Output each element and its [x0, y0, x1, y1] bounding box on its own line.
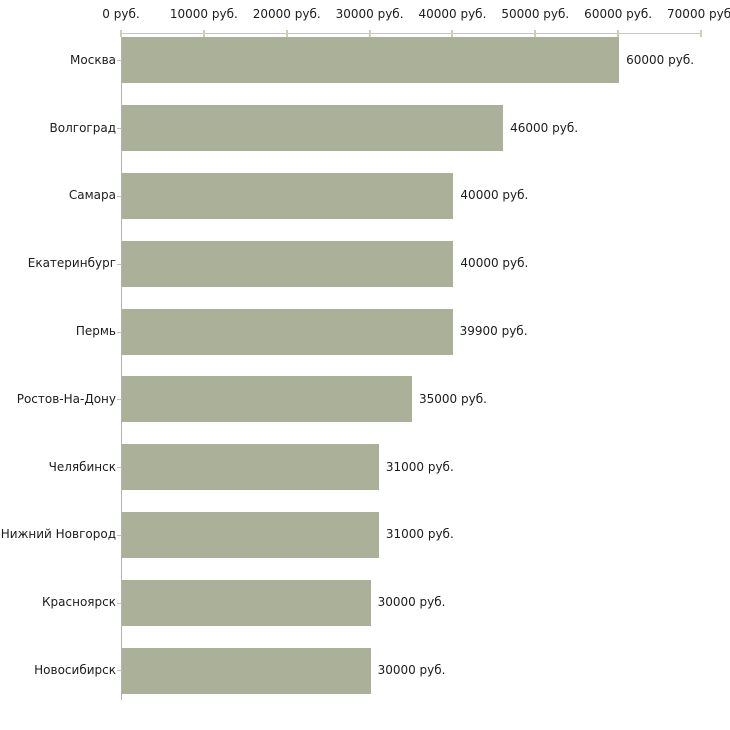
category-label: Волгоград — [49, 120, 116, 135]
value-label: 40000 руб. — [460, 256, 529, 271]
bar — [122, 444, 379, 491]
x-axis-tick-label: 50000 руб. — [501, 7, 570, 21]
x-axis-tick-mark — [617, 30, 620, 37]
category-label: Нижний Новгород — [0, 527, 116, 542]
bar — [122, 240, 454, 287]
bar — [122, 37, 620, 84]
category-tick-mark — [117, 603, 122, 604]
category-label: Новосибирск — [34, 663, 116, 677]
category-tick-mark — [117, 60, 122, 61]
category-tick-mark — [117, 670, 122, 671]
bar — [122, 511, 379, 558]
category-tick-mark — [117, 535, 122, 536]
x-axis-tick-mark — [120, 30, 122, 37]
bar — [122, 647, 371, 694]
category-tick-mark — [117, 467, 122, 468]
bar — [122, 579, 371, 626]
x-axis-tick-mark — [368, 30, 371, 37]
category-tick-mark — [117, 196, 122, 197]
bar — [122, 172, 454, 219]
value-label: 31000 руб. — [385, 459, 454, 474]
value-label: 30000 руб. — [377, 595, 446, 610]
x-axis-tick-mark — [534, 30, 537, 37]
bar — [122, 308, 453, 355]
bar — [122, 376, 412, 423]
x-axis-tick-label: 20000 руб. — [252, 7, 321, 21]
x-axis-tick-mark — [285, 30, 288, 37]
x-axis-tick-mark — [700, 30, 702, 37]
y-axis-line — [121, 33, 122, 700]
category-label: Самара — [68, 188, 116, 203]
category-label: Ростов-На-Дону — [16, 391, 116, 406]
value-label: 31000 руб. — [385, 527, 454, 542]
x-axis-tick-mark — [451, 30, 454, 37]
category-tick-mark — [117, 264, 122, 265]
x-axis-tick-mark — [202, 30, 205, 37]
x-axis-tick-label: 60000 руб. — [584, 7, 653, 21]
bar — [122, 105, 504, 152]
value-label: 60000 руб. — [626, 52, 695, 67]
x-axis-tick-label: 30000 руб. — [335, 7, 404, 21]
category-tick-mark — [117, 399, 122, 400]
x-axis-line — [121, 33, 701, 34]
value-label: 35000 руб. — [419, 391, 487, 406]
x-axis-tick-label: 70000 руб. — [667, 7, 730, 21]
value-label: 30000 руб. — [377, 663, 446, 677]
category-tick-mark — [117, 332, 122, 333]
category-label: Москва — [70, 52, 116, 67]
x-axis-tick-label: 0 руб. — [102, 7, 140, 21]
category-label: Екатеринбург — [27, 256, 116, 271]
category-tick-mark — [117, 128, 122, 129]
x-axis-tick-label: 10000 руб. — [169, 7, 238, 21]
value-label: 40000 руб. — [460, 188, 529, 203]
category-label: Челябинск — [48, 459, 116, 474]
category-label: Пермь — [75, 324, 116, 338]
x-axis-tick-label: 40000 руб. — [418, 7, 487, 21]
category-label: Красноярск — [42, 595, 116, 610]
value-label: 46000 руб. — [510, 120, 579, 135]
value-label: 39900 руб. — [459, 324, 528, 338]
